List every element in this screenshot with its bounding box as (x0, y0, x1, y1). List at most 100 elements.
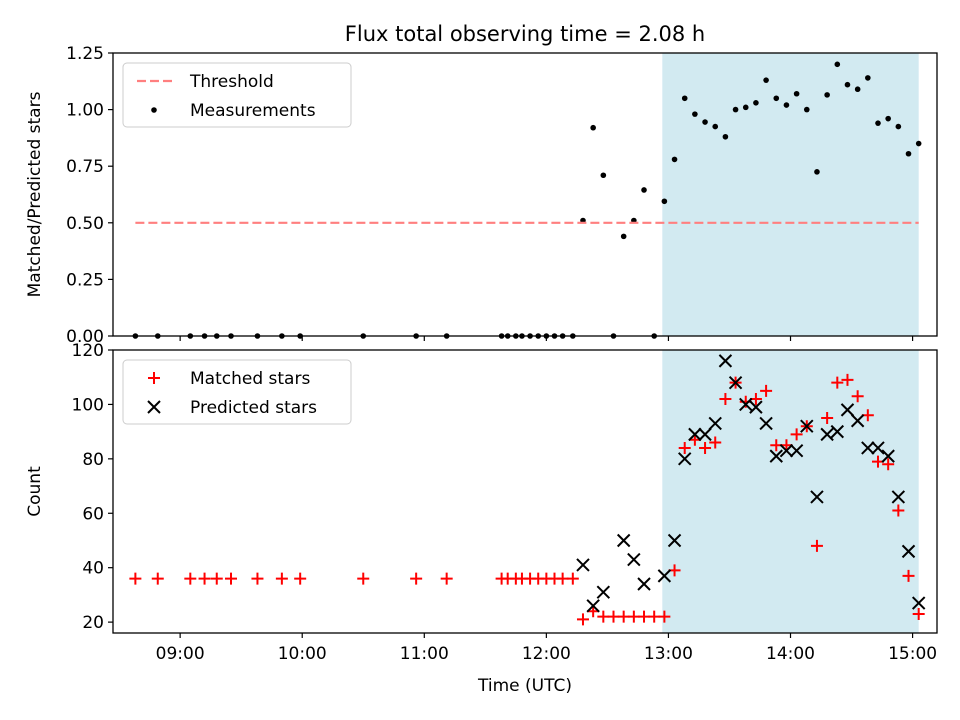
matched-star-point (851, 390, 864, 403)
matched-star-point (225, 572, 238, 585)
matched-star-point (627, 610, 640, 623)
predicted-star-point (739, 397, 753, 412)
x-tick-label: 14:00 (766, 644, 815, 664)
measurement-point (824, 92, 830, 98)
matched-star-point (275, 572, 288, 585)
matched-star-point (576, 613, 589, 626)
predicted-star-point (769, 449, 783, 463)
predicted-star-point (810, 490, 824, 504)
predicted-star-point (616, 533, 631, 548)
ratio-y-axis-label: Matched/Predicted stars (25, 91, 45, 297)
count-plot-frame (112, 349, 938, 634)
matched-star-point (597, 610, 610, 623)
count-panel: 20 40 60 80 100 120 09:00 10:00 11:00 12:00 13:00 1… (25, 341, 938, 696)
count-y-tick-label: 40 (82, 559, 104, 579)
legend-measurements-swatch (151, 107, 157, 113)
count-y-tick-label: 20 (82, 613, 104, 633)
predicted-star-point (800, 419, 814, 433)
chart-title: Flux total observing time = 2.08 h (345, 22, 705, 46)
matched-star-point (810, 539, 823, 552)
measurement-point (865, 75, 871, 81)
count-highlight-span (662, 350, 919, 633)
measurement-point (885, 115, 891, 122)
matched-star-point (648, 610, 661, 623)
matched-star-point (556, 572, 569, 585)
matched-star-point (410, 572, 423, 585)
predicted-star-point (667, 533, 682, 548)
matched-star-point (760, 384, 773, 397)
count-y-axis-label: Count (25, 466, 45, 517)
ratio-plot-frame (112, 52, 938, 337)
measurement-point (712, 123, 719, 130)
ratio-y-tick-label: 0.00 (66, 327, 104, 347)
measurement-point (722, 133, 729, 140)
measurement-point (753, 100, 759, 106)
predicted-star-point (871, 441, 885, 455)
measurement-point (600, 172, 607, 179)
predicted-star-point (718, 354, 733, 368)
predicted-star-point (596, 585, 611, 599)
matched-star-point (440, 572, 453, 585)
measurement-point (641, 187, 647, 193)
ratio-y-tick-label: 0.25 (66, 270, 104, 290)
x-tick-label: 10:00 (278, 644, 327, 664)
matched-star-point (882, 458, 895, 471)
measurement-point (905, 150, 912, 157)
predicted-star-point (627, 552, 641, 567)
x-tick-label: 12:00 (522, 644, 571, 664)
predicted-star-point (911, 596, 926, 610)
measurement-point (692, 111, 698, 117)
predicted-star-point (850, 414, 865, 428)
ratio-y-tick-label: 0.75 (66, 157, 104, 177)
matched-star-point (587, 605, 600, 618)
legend-predicted-label: Predicted stars (190, 398, 317, 418)
predicted-star-point (891, 490, 906, 504)
measurement-point (590, 124, 596, 131)
predicted-star-point (728, 375, 743, 390)
matched-star-point (129, 572, 142, 585)
ratio-axis-ticks: 0.00 0.25 0.50 0.75 1.00 1.25 (66, 44, 914, 347)
predicted-star-point (759, 416, 773, 431)
x-axis-label: Time (UTC) (477, 676, 572, 696)
matched-star-point (151, 572, 164, 585)
measurement-point (803, 106, 810, 113)
matched-star-point (831, 376, 844, 389)
x-tick-label: 13:00 (644, 644, 693, 664)
matched-star-point (251, 572, 264, 585)
matched-star-point (790, 428, 803, 441)
matched-star-point (678, 441, 691, 454)
matched-star-point (294, 572, 307, 585)
matched-star-point (638, 610, 651, 623)
measurement-point (915, 140, 922, 147)
predicted-star-point (861, 441, 875, 455)
x-tick-label: 09:00 (156, 644, 205, 664)
x-tick-label: 15:00 (888, 644, 937, 664)
count-legend-box (122, 359, 352, 425)
measurement-point (763, 77, 769, 83)
matched-star-point (912, 607, 925, 620)
matched-star-point (699, 441, 712, 454)
predicted-star-point (688, 427, 702, 442)
predicted-star-point (576, 558, 590, 572)
predicted-star-point (789, 443, 804, 458)
count-points (129, 354, 926, 626)
ratio-highlight-span (662, 53, 919, 336)
predicted-star-point (881, 449, 895, 463)
measurement-point (793, 90, 800, 97)
predicted-star-point (637, 577, 651, 591)
matched-star-point (841, 373, 854, 386)
measurement-point (854, 86, 861, 93)
legend-threshold-label: Threshold (189, 72, 274, 92)
predicted-star-point (901, 544, 916, 559)
measurement-point (681, 95, 688, 102)
count-y-tick-label: 100 (72, 395, 104, 415)
predicted-star-point (820, 427, 834, 442)
legend-predicted-swatch (147, 400, 161, 414)
measurement-point (702, 119, 708, 125)
matched-star-point (184, 572, 197, 585)
matched-star-point (607, 610, 620, 623)
ratio-legend: Threshold Measurements (122, 62, 352, 128)
count-axis-ticks: 20 40 60 80 100 120 09:00 10:00 11:00 12:00 13:00 1… (72, 341, 938, 664)
predicted-star-point (830, 424, 845, 439)
